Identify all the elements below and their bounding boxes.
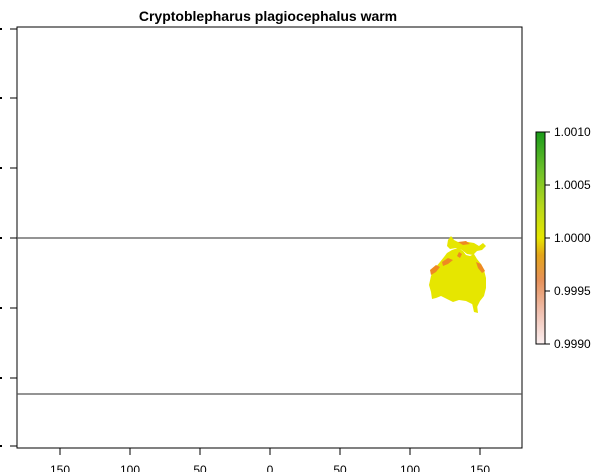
x-tick-label: 150 <box>470 463 490 472</box>
x-tick-label: 50 <box>193 463 207 472</box>
raster-edge-northeast <box>476 262 485 273</box>
legend-tick-label: 1.0005 <box>554 178 591 192</box>
x-tick-label: 50 <box>333 463 347 472</box>
raster-top-end <box>447 236 486 255</box>
legend-tick-label: 0.9995 <box>554 284 591 298</box>
legend-colorbar <box>535 131 546 345</box>
legend-tick-label: 0.9990 <box>554 337 591 351</box>
x-tick-label: 0 <box>267 463 274 472</box>
raster-edge-peninsula <box>457 252 462 258</box>
raster-mainland <box>429 248 486 307</box>
raster-tail-southeast <box>472 303 478 313</box>
x-tick-label: 150 <box>50 463 70 472</box>
legend-scale: 0.9990 0.9995 1.0000 1.0005 1.0010 <box>545 125 591 351</box>
raster-edge-north <box>442 258 453 266</box>
y-axis <box>0 28 17 447</box>
plot-title: Cryptoblepharus plagiocephalus warm <box>138 8 398 24</box>
x-axis: 150 100 50 0 50 100 150 <box>50 448 490 472</box>
species-raster-australia <box>429 236 486 313</box>
raster-edge-topend <box>458 241 470 245</box>
latitude-reference-lines <box>17 237 522 395</box>
legend-tick-label: 1.0010 <box>554 125 591 139</box>
legend-tick-label: 1.0000 <box>554 231 591 245</box>
raster-edge-west <box>430 265 440 275</box>
x-tick-label: 100 <box>400 463 420 472</box>
x-tick-label: 100 <box>120 463 140 472</box>
